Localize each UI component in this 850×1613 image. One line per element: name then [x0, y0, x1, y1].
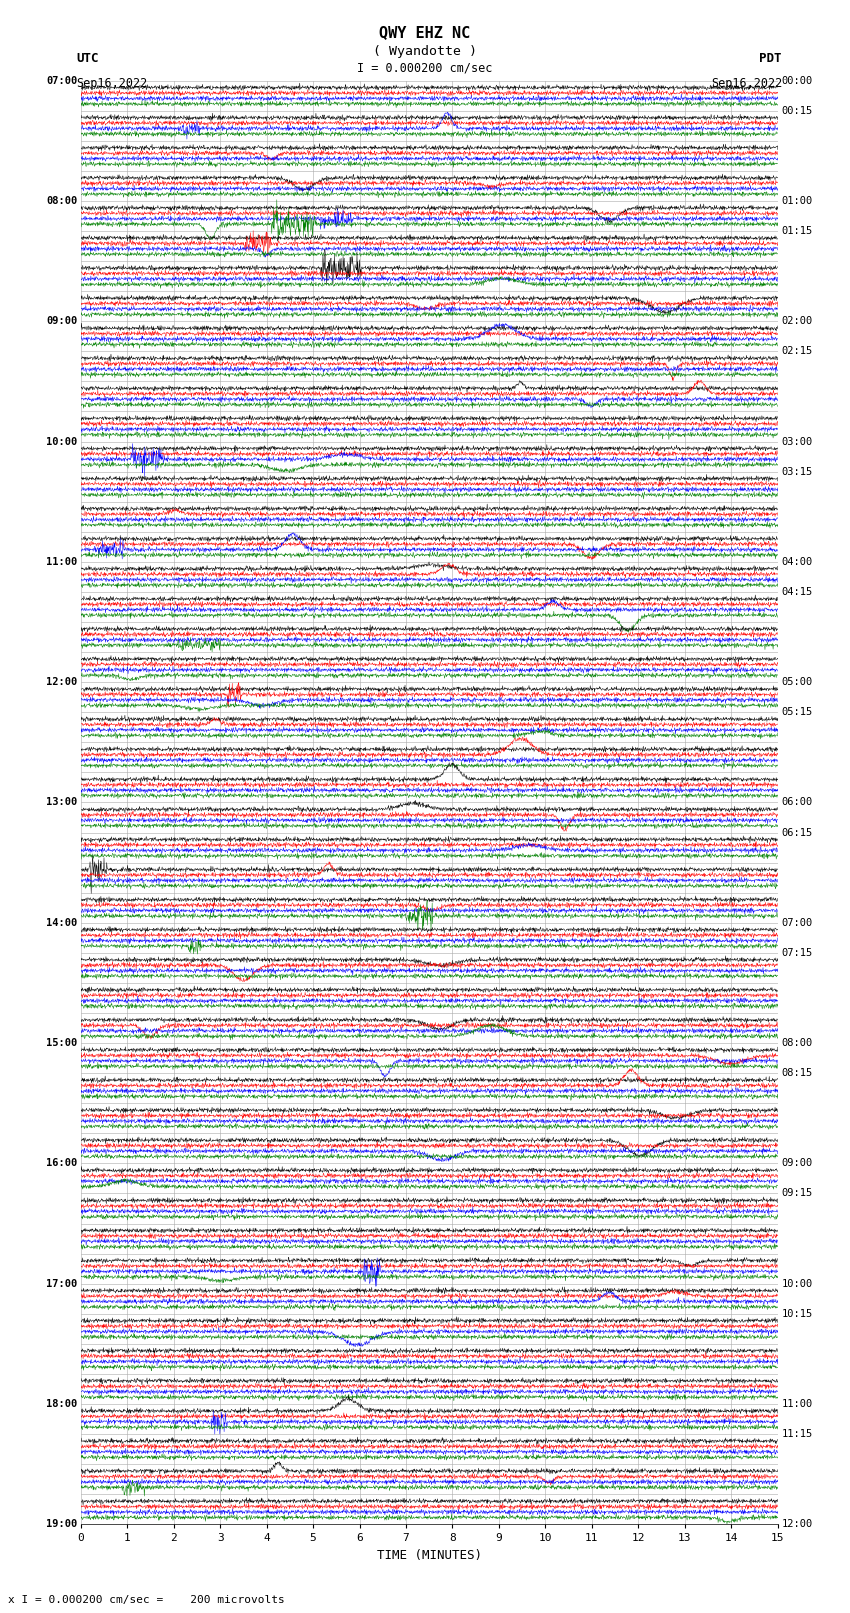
Text: 01:00: 01:00 [781, 195, 813, 206]
Text: 00:00: 00:00 [781, 76, 813, 85]
Text: 18:00: 18:00 [46, 1398, 77, 1410]
Text: 10:15: 10:15 [781, 1308, 813, 1319]
Text: 02:15: 02:15 [781, 347, 813, 356]
Text: 09:15: 09:15 [781, 1189, 813, 1198]
Text: 11:00: 11:00 [46, 556, 77, 566]
Text: 06:15: 06:15 [781, 827, 813, 837]
Text: 10:00: 10:00 [46, 437, 77, 447]
Text: QWY EHZ NC: QWY EHZ NC [379, 26, 471, 40]
Text: 14:00: 14:00 [46, 918, 77, 927]
Text: 11:00: 11:00 [781, 1398, 813, 1410]
Text: ( Wyandotte ): ( Wyandotte ) [373, 45, 477, 58]
Text: 09:00: 09:00 [781, 1158, 813, 1168]
Text: 00:15: 00:15 [781, 106, 813, 116]
Text: 04:15: 04:15 [781, 587, 813, 597]
Text: 16:00: 16:00 [46, 1158, 77, 1168]
Text: 11:15: 11:15 [781, 1429, 813, 1439]
X-axis label: TIME (MINUTES): TIME (MINUTES) [377, 1548, 482, 1561]
Text: 12:00: 12:00 [781, 1519, 813, 1529]
Text: 15:00: 15:00 [46, 1039, 77, 1048]
Text: UTC: UTC [76, 52, 99, 65]
Text: 08:00: 08:00 [781, 1039, 813, 1048]
Text: 01:15: 01:15 [781, 226, 813, 235]
Text: 08:15: 08:15 [781, 1068, 813, 1077]
Text: 12:00: 12:00 [46, 677, 77, 687]
Text: 07:00: 07:00 [46, 76, 77, 85]
Text: 04:00: 04:00 [781, 556, 813, 566]
Text: x I = 0.000200 cm/sec =    200 microvolts: x I = 0.000200 cm/sec = 200 microvolts [8, 1595, 286, 1605]
Text: Sep16,2022: Sep16,2022 [711, 77, 782, 90]
Text: 03:00: 03:00 [781, 437, 813, 447]
Text: 06:00: 06:00 [781, 797, 813, 808]
Text: 02:00: 02:00 [781, 316, 813, 326]
Text: PDT: PDT [760, 52, 782, 65]
Text: 09:00: 09:00 [46, 316, 77, 326]
Text: 05:00: 05:00 [781, 677, 813, 687]
Text: 03:15: 03:15 [781, 466, 813, 476]
Text: 07:15: 07:15 [781, 948, 813, 958]
Text: 07:00: 07:00 [781, 918, 813, 927]
Text: I = 0.000200 cm/sec: I = 0.000200 cm/sec [357, 61, 493, 74]
Text: 10:00: 10:00 [781, 1279, 813, 1289]
Text: 08:00: 08:00 [46, 195, 77, 206]
Text: 05:15: 05:15 [781, 706, 813, 718]
Text: Sep16,2022: Sep16,2022 [76, 77, 148, 90]
Text: 19:00: 19:00 [46, 1519, 77, 1529]
Text: 13:00: 13:00 [46, 797, 77, 808]
Text: 17:00: 17:00 [46, 1279, 77, 1289]
